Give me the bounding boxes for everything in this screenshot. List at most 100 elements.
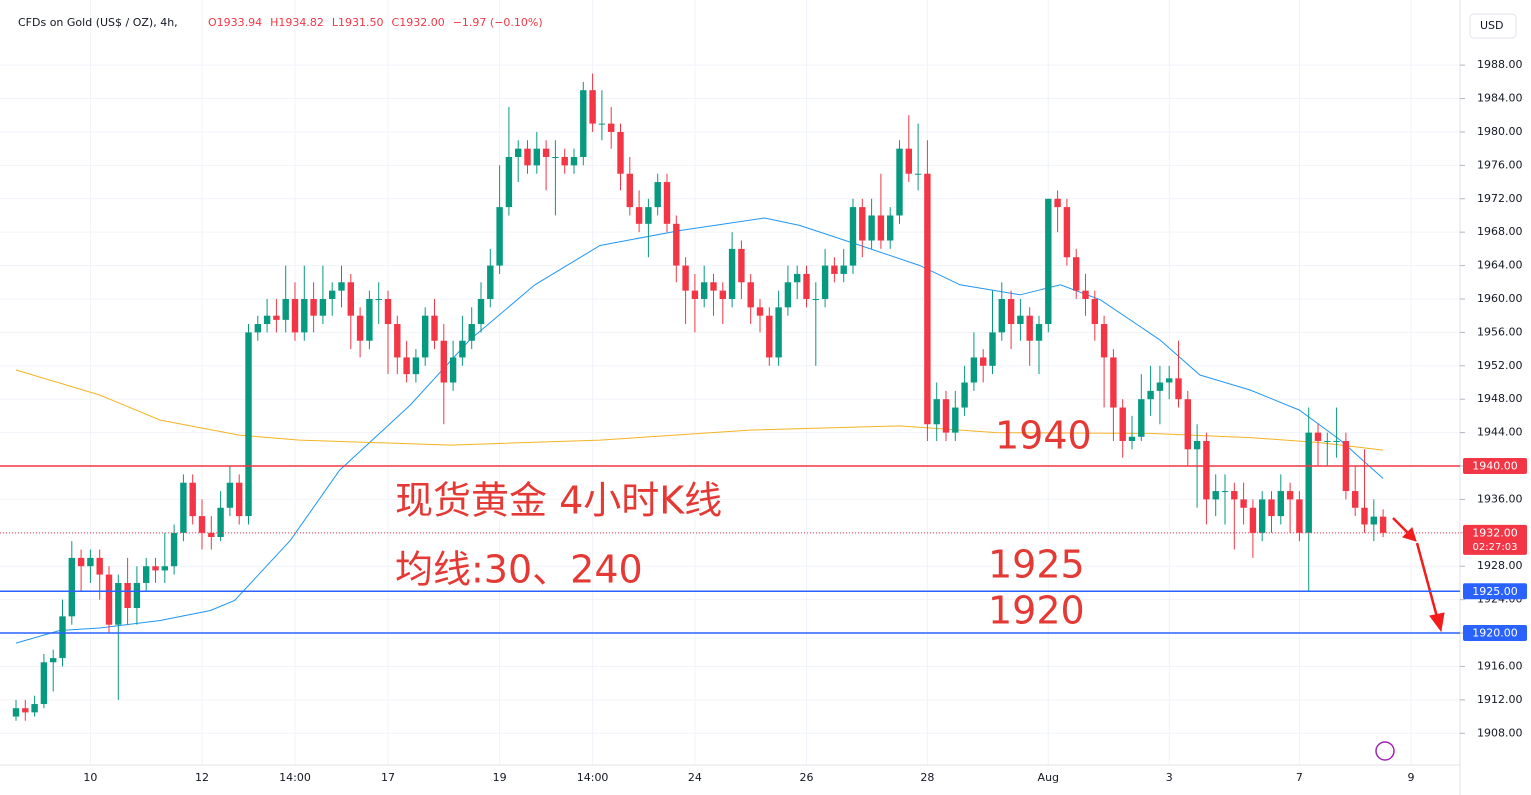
icon[interactable] [1375,741,1395,761]
candle-body [440,340,447,383]
candle-body [1379,516,1387,533]
candle-body [31,704,38,713]
candle-body [775,307,782,358]
y-tick-label: 1956.00 [1477,325,1523,338]
x-tick-label: 14:00 [577,771,609,784]
candle-body [524,148,531,166]
annotation: 均线:30、240 [395,548,643,592]
candle-body [1063,207,1071,258]
candle-body [329,290,336,299]
y-tick-label: 1912.00 [1477,693,1523,706]
candle-body [821,265,829,299]
level-label-box [1463,625,1527,642]
candle-body [273,315,280,320]
y-tick-label: 1972.00 [1477,192,1523,205]
candle-body [663,182,671,224]
annotation: 1920 [988,589,1085,633]
annotation: 1940 [995,414,1092,458]
candle-body [40,662,48,705]
candle-body [738,248,745,283]
candle-body [124,582,131,608]
candle-body [766,315,773,358]
candle-body [1286,491,1294,500]
candle-body [403,357,410,375]
candle-body [1249,507,1257,533]
candle-body [1138,399,1145,437]
candle-body [970,357,978,383]
ohlc-value: C1932.00 [392,16,445,29]
candle-body [477,298,485,325]
ohlc-value: −1.97 (−0.10%) [453,16,543,29]
y-tick-label: 1980.00 [1477,125,1523,138]
candle-body [412,357,420,375]
candle-body [998,298,1005,333]
ohlc-value: H1934.82 [270,16,324,29]
candle-body [189,482,196,517]
candle-body [263,315,271,325]
x-tick-label: 3 [1166,771,1173,784]
candle-body [1324,440,1331,442]
candle-body [87,557,94,567]
candle-body [1296,499,1303,533]
candle-body [914,173,922,175]
candle-body [887,215,894,241]
candle-body [1212,491,1219,500]
candle-body [580,90,587,158]
x-tick-label: 14:00 [279,771,311,784]
candle-body [68,557,75,617]
y-tick-label: 1936.00 [1477,492,1523,505]
candle-body [589,90,596,124]
candle-body [226,482,234,508]
candle-body [161,566,168,571]
candle-body [1119,407,1126,441]
candle-body [840,265,847,274]
y-tick-label: 1916.00 [1477,659,1523,672]
currency-box[interactable] [1469,13,1517,39]
candle-body [505,157,513,208]
candle-body [1156,382,1164,391]
y-tick-label: 1908.00 [1477,726,1523,739]
candle-body [645,207,652,224]
candle-body [143,566,150,583]
candle-body [1017,315,1024,325]
candle-body [831,265,838,274]
candle-body [533,148,540,166]
candle-body [422,315,429,358]
candle-body [561,157,568,166]
candle-body [1221,491,1229,493]
candle-body [570,157,578,166]
candle-body [1026,315,1033,341]
candle-body [896,148,903,216]
candle-body [1305,432,1312,533]
y-tick-label: 1968.00 [1477,225,1523,238]
last-price-label: 1932.00 [1472,526,1518,539]
x-tick-label: 17 [381,771,395,784]
candle-body [291,298,299,333]
candle-body [59,616,66,659]
candle-body [50,658,57,663]
candle-body [682,265,689,291]
last-price-box [1463,524,1527,555]
candle-body [952,407,959,433]
candle-body [180,482,187,533]
candle-body [1268,499,1275,517]
candle-body [933,399,940,425]
candle-body [542,148,550,158]
moving-average [15,369,1384,451]
candle-body [1314,432,1322,441]
candle-body [1203,440,1210,500]
x-tick-label: 10 [83,771,97,784]
candle-body [301,298,308,333]
candle-body [1110,357,1117,408]
y-tick-label: 1988.00 [1477,58,1523,71]
candle-body [598,123,606,125]
candle-body [868,215,875,241]
candle-body [942,399,950,433]
x-tick-label: 7 [1296,771,1303,784]
candle-body [1007,298,1015,325]
candle-body [626,173,633,208]
x-tick-label: 28 [920,771,934,784]
candle-body [803,273,810,299]
x-tick-label: 9 [1408,771,1415,784]
candle-body [1231,491,1238,500]
